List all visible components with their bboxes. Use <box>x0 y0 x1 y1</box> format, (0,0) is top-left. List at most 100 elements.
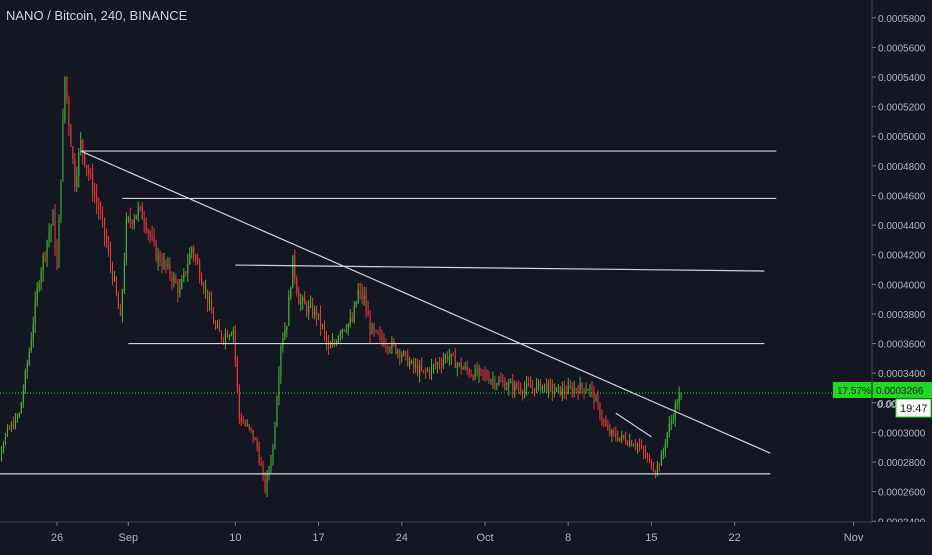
candle-body <box>344 329 345 330</box>
change-percent-label: 17.57% <box>837 386 871 397</box>
candle-body <box>467 366 468 370</box>
candle-body <box>49 233 50 241</box>
candle-body <box>572 387 573 393</box>
candle-body <box>324 326 325 334</box>
candle-body <box>286 326 287 330</box>
candle-body <box>372 325 373 333</box>
candle-body <box>568 386 569 394</box>
candle-body <box>223 339 224 340</box>
candle-body <box>165 261 166 266</box>
candle-body <box>211 300 212 313</box>
candle-body <box>78 152 79 176</box>
candle-body <box>56 248 57 267</box>
candle-body <box>239 386 240 418</box>
candle-body <box>482 370 483 373</box>
candle-body <box>530 385 531 388</box>
candle-body <box>340 333 341 337</box>
candle-body <box>373 325 374 330</box>
price-tick-label: 0.0004800 <box>878 162 926 173</box>
candle-body <box>411 361 412 362</box>
candle-body <box>447 356 448 359</box>
candle-body <box>516 384 517 388</box>
candle-body <box>431 366 432 374</box>
candle-body <box>225 333 226 340</box>
candle-body <box>591 386 592 390</box>
candle-body <box>665 444 666 450</box>
candle-body <box>159 254 160 263</box>
candle-body <box>605 421 606 426</box>
candle-body <box>243 423 244 424</box>
candle-body <box>599 404 600 416</box>
last-price-label: 0.0003266 <box>876 386 924 397</box>
candle-body <box>265 474 266 491</box>
candle-body <box>641 446 642 447</box>
candle-body <box>477 369 478 375</box>
candle-body <box>21 402 22 413</box>
candle-body <box>98 203 99 211</box>
candle-body <box>441 365 442 366</box>
price-tick-label: 0.0004200 <box>878 251 926 262</box>
candle-body <box>142 207 143 219</box>
candle-body <box>370 316 371 333</box>
time-tick-label: 24 <box>396 532 408 544</box>
candle-body <box>300 301 301 305</box>
candle-body <box>366 296 367 310</box>
candle-body <box>179 288 180 292</box>
candle-body <box>409 362 410 365</box>
candle-body <box>401 355 402 357</box>
candle-body <box>356 302 357 307</box>
candle-body <box>288 297 289 326</box>
time-tick-label: Oct <box>476 532 493 544</box>
candle-body <box>475 369 476 379</box>
candle-body <box>564 388 565 392</box>
candle-body <box>58 217 59 268</box>
candle-body <box>96 195 97 203</box>
candle-body <box>473 376 474 379</box>
candle-body <box>148 231 149 233</box>
candle-body <box>486 374 487 379</box>
candle-body <box>550 383 551 385</box>
candle-body <box>387 347 388 350</box>
candle-body <box>659 464 660 465</box>
candle-body <box>490 380 491 382</box>
candle-body <box>35 301 36 324</box>
candle-body <box>385 346 386 347</box>
candle-body <box>465 366 466 368</box>
candle-body <box>27 364 28 372</box>
candle-body <box>189 253 190 264</box>
time-tick-label: 26 <box>51 532 63 544</box>
candle-body <box>7 428 8 436</box>
candle-body <box>417 365 418 374</box>
candle-body <box>415 365 416 367</box>
candle-body <box>134 219 135 224</box>
candle-body <box>195 256 196 259</box>
candle-body <box>45 255 46 256</box>
candle-body <box>191 248 192 253</box>
candle-body <box>484 373 485 374</box>
price-tick-label: 0.0005400 <box>878 73 926 84</box>
price-tick-label: 0.0005800 <box>878 14 926 25</box>
candle-body <box>128 218 129 219</box>
candle-body <box>43 255 44 271</box>
candle-body <box>322 326 323 327</box>
candle-body <box>560 386 561 395</box>
candle-body <box>544 384 545 385</box>
candle-body <box>13 424 14 428</box>
candle-body <box>104 218 105 236</box>
candle-body <box>17 417 18 418</box>
candle-body <box>118 294 119 308</box>
candle-body <box>352 318 353 321</box>
candle-body <box>459 363 460 364</box>
candle-body <box>425 370 426 371</box>
candle-body <box>199 264 200 279</box>
candle-body <box>552 385 553 393</box>
candle-body <box>494 379 495 386</box>
candle-body <box>423 370 424 371</box>
candle-body <box>639 444 640 446</box>
candle-body <box>193 248 194 256</box>
price-tick-label: 0.0002600 <box>878 488 926 499</box>
candle-body <box>637 444 638 446</box>
